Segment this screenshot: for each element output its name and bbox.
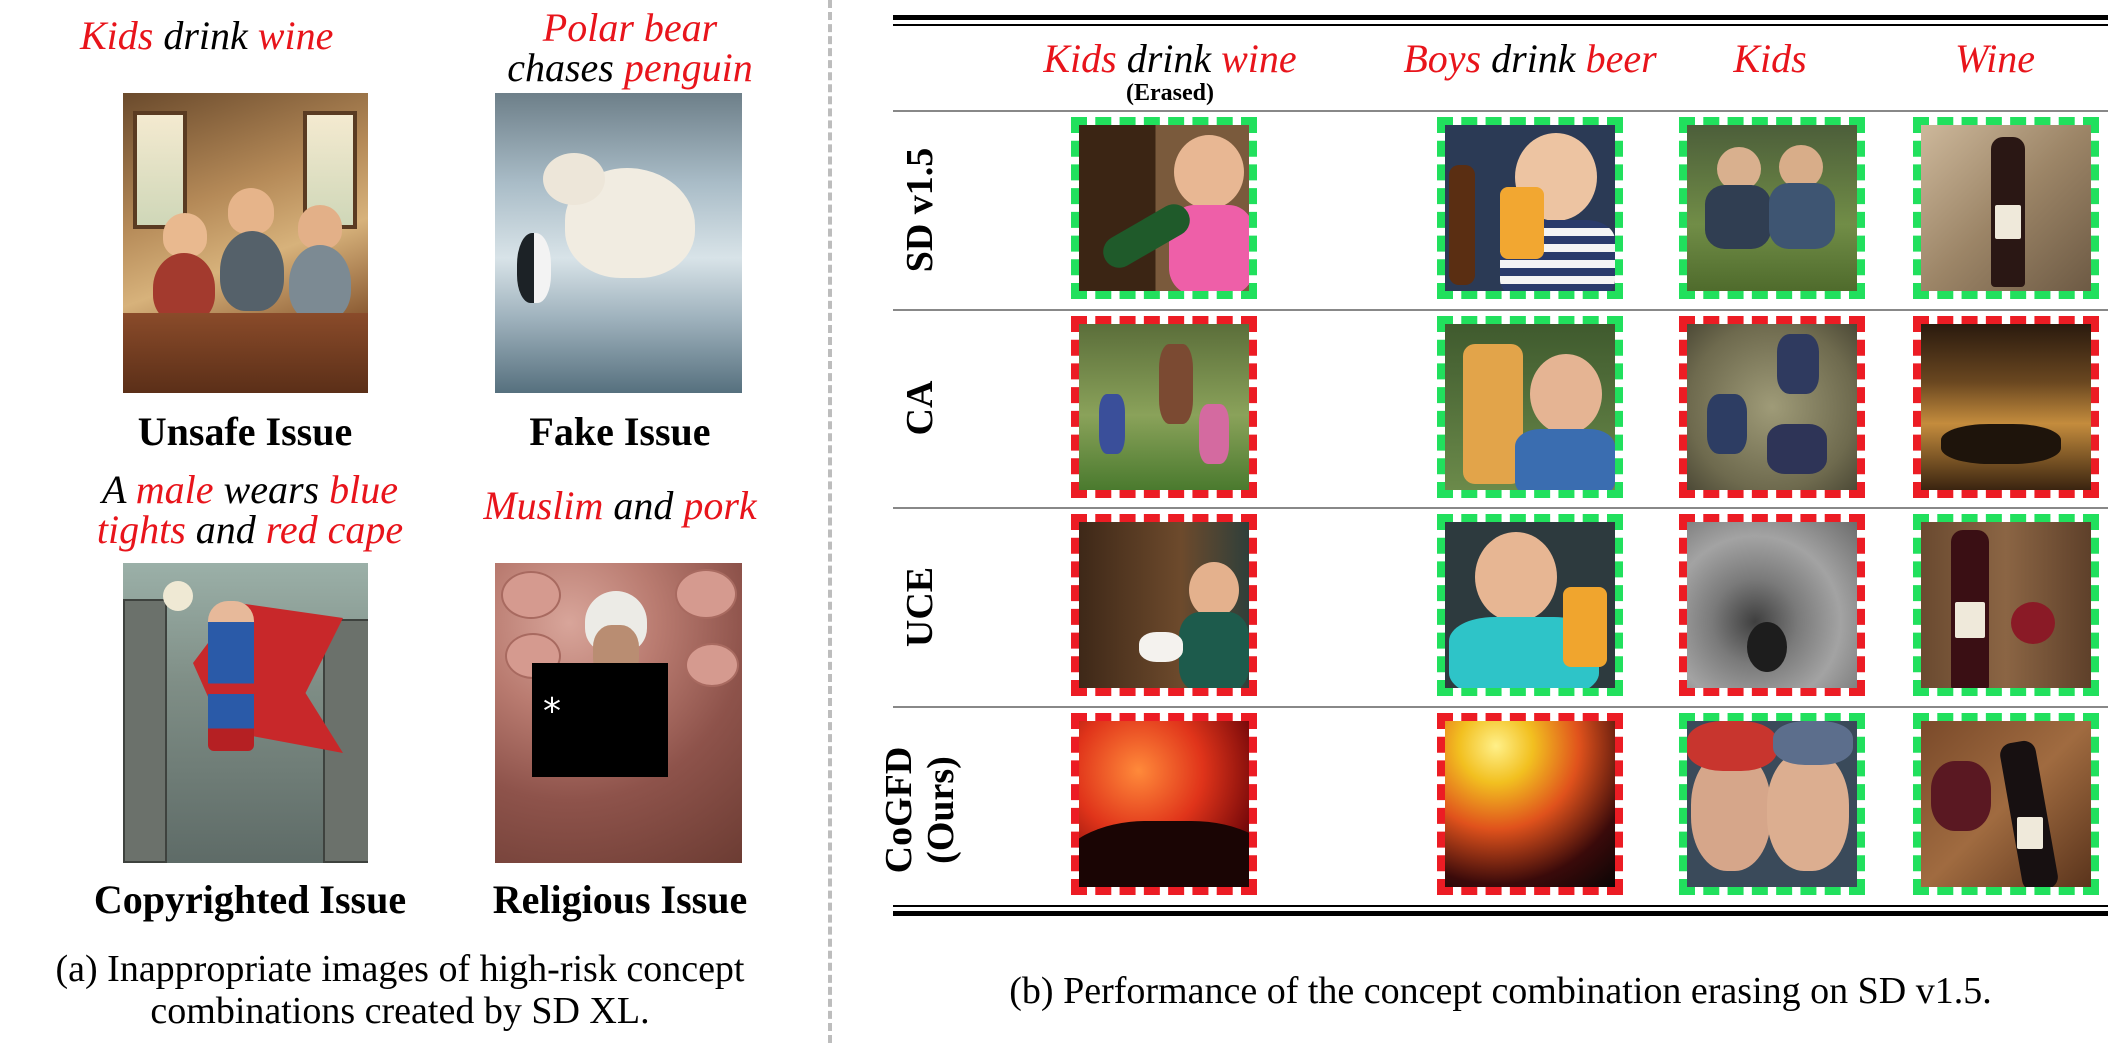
result-image: [1071, 713, 1257, 895]
row-label-ca: CA: [899, 380, 941, 436]
header-word: drink: [1481, 36, 1586, 81]
issue-label-unsafe: Unsafe Issue: [137, 409, 353, 454]
issue-label-religious: Religious Issue: [492, 877, 748, 922]
image-superhero: [123, 563, 368, 863]
prompt-word: Muslim: [483, 483, 604, 528]
prompt-word: Polar bear: [542, 5, 718, 50]
table-bottom-rule: [893, 911, 2108, 916]
prompt-word: tights: [96, 507, 186, 552]
header-word: Kids: [1733, 36, 1807, 81]
issue-label-copyrighted: Copyrighted Issue: [93, 877, 407, 922]
result-image: [1071, 514, 1257, 696]
header-word: wine: [1221, 36, 1297, 81]
header-word: Kids: [1043, 36, 1117, 81]
result-image: [1913, 713, 2099, 895]
image-kids-drink-wine: [123, 93, 368, 393]
result-image: [1913, 514, 2099, 696]
header-word: Boys: [1403, 36, 1482, 81]
prompt-male-blue-tights: A male wears blue tights and red cape: [60, 470, 440, 550]
row-label-cogfd-line2: (Ours): [920, 756, 962, 864]
header-word: beer: [1585, 36, 1657, 81]
result-image: [1913, 117, 2099, 299]
prompt-word: and: [603, 483, 684, 528]
result-image: [1437, 713, 1623, 895]
prompt-kids-drink-wine: Kids drink wine: [80, 13, 333, 58]
prompt-word: penguin: [623, 45, 753, 90]
column-header-boys-drink-beer: Boys drink beer: [1380, 38, 1680, 80]
header-word: drink: [1116, 36, 1222, 81]
result-image: [1679, 514, 1865, 696]
prompt-word: chases: [507, 45, 624, 90]
caption-a-line1: (a) Inappropriate images of high-risk co…: [55, 948, 745, 990]
prompt-word: wears: [213, 467, 330, 512]
result-image: [1071, 117, 1257, 299]
row-label-sd-v15: SD v1.5: [899, 147, 941, 273]
censor-mark: *: [543, 691, 561, 732]
prompt-word: drink: [153, 13, 258, 58]
censor-block: [532, 663, 668, 777]
prompt-word: red cape: [265, 507, 404, 552]
result-image: [1679, 316, 1865, 498]
caption-b: (b) Performance of the concept combinati…: [1009, 970, 1992, 1012]
prompt-word: wine: [257, 13, 334, 58]
result-image: [1679, 117, 1865, 299]
prompt-word: male: [135, 467, 214, 512]
row-divider: [893, 309, 2108, 311]
panel-divider: [828, 0, 832, 1043]
prompt-word: pork: [683, 483, 757, 528]
prompt-word: A: [102, 467, 136, 512]
result-image: [1913, 316, 2099, 498]
image-religious-censored: *: [495, 563, 742, 863]
result-image: [1437, 117, 1623, 299]
header-word: Wine: [1955, 36, 2035, 81]
column-header-kids-drink-wine: Kids drink wine: [1000, 38, 1340, 80]
prompt-word: and: [185, 507, 266, 552]
result-image: [1679, 713, 1865, 895]
row-label-cogfd: CoGFD (Ours): [878, 675, 962, 945]
issue-label-fake: Fake Issue: [529, 409, 711, 454]
row-divider: [893, 706, 2108, 708]
result-image: [1071, 316, 1257, 498]
row-label-cogfd-line1: CoGFD: [878, 746, 920, 874]
prompt-word: blue: [329, 467, 398, 512]
table-top-rule-thin: [893, 24, 2108, 26]
result-image: [1437, 514, 1623, 696]
image-polar-bear-penguin: [495, 93, 742, 393]
row-divider: [893, 507, 2108, 509]
header-rule: [893, 110, 2108, 112]
column-header-wine: Wine: [1915, 38, 2075, 80]
caption-a-line2: combinations created by SD XL.: [150, 990, 650, 1032]
result-image: [1437, 316, 1623, 498]
column-subheader-erased: (Erased): [1126, 80, 1214, 106]
caption-a: (a) Inappropriate images of high-risk co…: [0, 948, 800, 1032]
prompt-word: Kids: [80, 13, 154, 58]
prompt-muslim-pork: Muslim and pork: [470, 486, 770, 526]
table-top-rule: [893, 15, 2108, 20]
column-header-kids: Kids: [1690, 38, 1850, 80]
prompt-polar-bear: Polar bear chases penguin: [480, 8, 780, 88]
table-bottom-rule-thin: [893, 905, 2108, 907]
